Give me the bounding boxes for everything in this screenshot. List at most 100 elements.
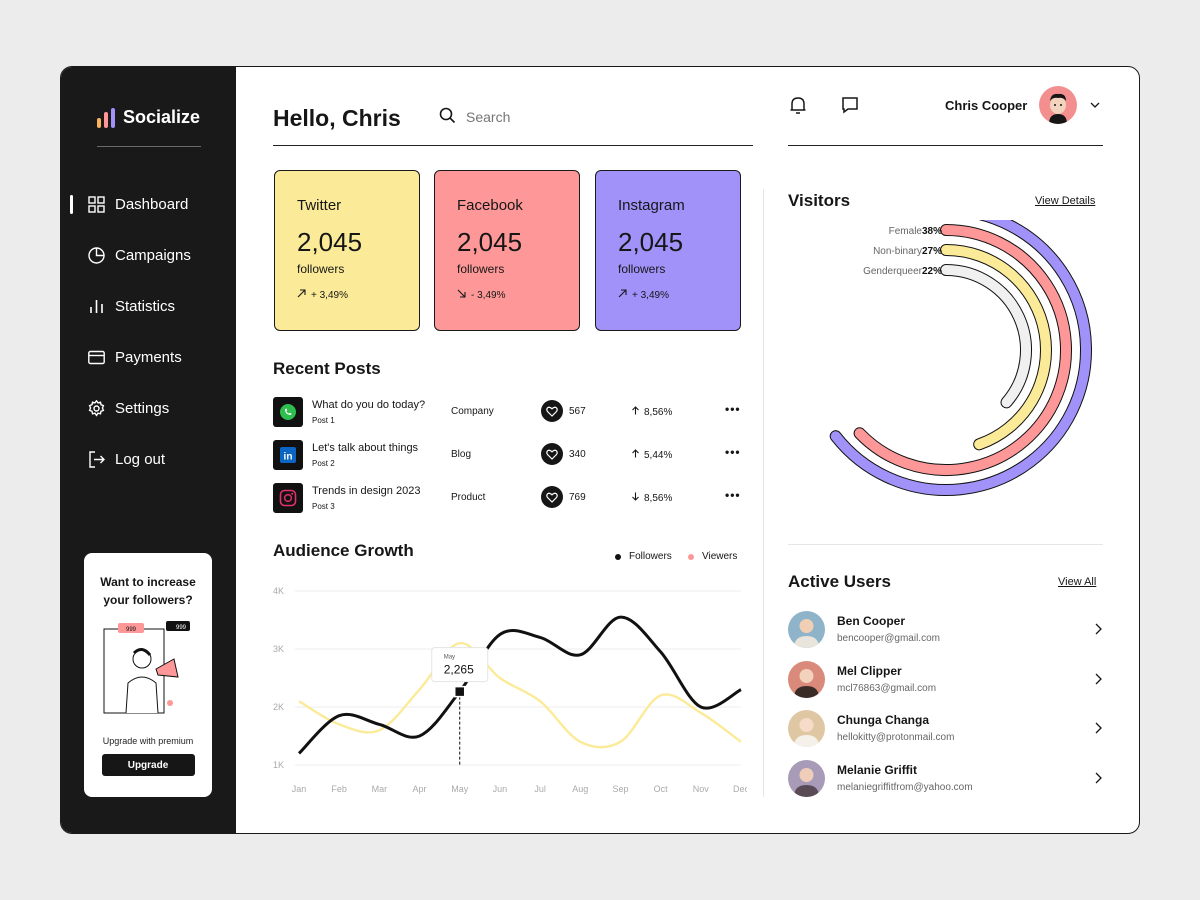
card-title: Twitter (297, 197, 342, 214)
upgrade-promo-card: Want to increase your followers? 999 999… (84, 553, 212, 797)
list-item[interactable]: in Let's talk about things Post 2 Blog 3… (273, 440, 741, 483)
bell-icon[interactable] (788, 95, 808, 115)
twitter-stat-card[interactable]: Twitter 2,045 followers + 3,49% (274, 170, 420, 331)
legend-viewers: Viewers (688, 551, 737, 562)
search-bar[interactable] (439, 107, 646, 127)
column-divider (763, 189, 764, 797)
visitor-percent: 27% (922, 246, 942, 257)
x-tick-label: Jun (493, 784, 508, 794)
chevron-down-icon[interactable] (1089, 98, 1101, 110)
list-item[interactable]: Trends in design 2023 Post 3 Product 769… (273, 483, 741, 526)
active-users-list: Ben Cooper bencooper@gmail.com Mel Clipp… (788, 605, 1103, 803)
user-name[interactable]: Chris Cooper (945, 98, 1028, 113)
more-icon[interactable]: ••• (725, 402, 741, 416)
x-tick-label: Oct (654, 784, 669, 794)
avatar (788, 710, 825, 747)
recent-posts-list: What do you do today? Post 1 Company 567… (273, 397, 741, 526)
facebook-stat-card[interactable]: Facebook 2,045 followers - 3,49% (434, 170, 580, 331)
y-tick-label: 4K (273, 586, 284, 596)
view-all-link[interactable]: View All (1058, 576, 1097, 588)
instagram-stat-card[interactable]: Instagram 2,045 followers + 3,49% (595, 170, 741, 331)
chevron-right-icon[interactable] (1093, 622, 1103, 636)
upgrade-button[interactable]: Upgrade (101, 754, 195, 776)
user-name: Chunga Changa (837, 713, 929, 727)
chevron-right-icon[interactable] (1093, 771, 1103, 785)
logout-icon (88, 451, 105, 468)
card-unit: followers (297, 262, 345, 276)
arrow-up-right-icon (618, 289, 627, 301)
tooltip-point-marker[interactable] (453, 685, 466, 698)
user-name: Melanie Griffit (837, 762, 918, 777)
visitor-percent: 38% (922, 226, 942, 237)
sidebar-item-payments[interactable]: Payments (61, 332, 236, 383)
sidebar-item-logout[interactable]: Log out (61, 434, 236, 485)
legend-dot (615, 553, 621, 560)
message-icon[interactable] (840, 95, 860, 115)
linkedin-icon: in (273, 440, 303, 470)
arrow-up-icon (631, 449, 640, 461)
audience-growth-title: Audience Growth (273, 541, 414, 560)
header-divider (273, 145, 753, 146)
x-tick-label: Feb (331, 784, 347, 794)
card-trend: + 3,49% (297, 289, 419, 301)
post-category: Company (451, 406, 494, 417)
post-trend: 5,44% (631, 449, 672, 461)
search-input[interactable] (466, 109, 646, 125)
legend-followers: Followers (615, 551, 672, 562)
heart-icon[interactable] (541, 443, 563, 465)
card-title: Instagram (618, 197, 685, 214)
audience-growth-chart[interactable]: 1K 2K 3K 4K Jan Feb Mar Apr May Jun Jul Aug Sep Oct No… (267, 577, 747, 805)
arrow-down-right-icon (457, 289, 466, 301)
list-item[interactable]: What do you do today? Post 1 Company 567… (273, 397, 741, 440)
view-details-link[interactable]: View Details (1035, 195, 1096, 207)
gear-icon (88, 400, 105, 417)
post-category: Product (451, 492, 486, 503)
chart-tooltip (431, 647, 489, 683)
list-item[interactable]: Melanie Griffit melaniegriffitfrom@yahoo… (788, 754, 1103, 804)
card-value: 2,045 (457, 227, 523, 257)
post-likes: 567 (569, 406, 586, 417)
avatar (788, 759, 825, 797)
list-item[interactable]: Chunga Changa hellokitty@protonmail.com (788, 704, 1103, 754)
avatar[interactable] (1039, 86, 1077, 124)
x-tick-label: Nov (693, 784, 710, 794)
post-likes: 769 (569, 492, 586, 503)
list-item[interactable]: Ben Cooper bencooper@gmail.com (788, 605, 1103, 655)
visitor-percent: 22% (922, 266, 942, 277)
promo-illustration: 999 999 (103, 621, 190, 714)
series-line-viewers (298, 642, 742, 749)
post-subtitle: Post 1 (312, 416, 335, 425)
arc-female[interactable] (854, 225, 1071, 475)
arc-genderqueer[interactable] (941, 265, 1031, 408)
bar-chart-icon (88, 298, 105, 315)
arrow-down-icon (631, 492, 640, 504)
arc-non-binary[interactable] (941, 245, 1051, 450)
heart-icon[interactable] (541, 486, 563, 508)
card-trend-value: + 3,49% (311, 289, 348, 301)
x-tick-label: Aug (572, 784, 588, 794)
more-icon[interactable]: ••• (725, 488, 741, 502)
credit-card-icon (88, 349, 105, 366)
card-unit: followers (457, 262, 505, 276)
heart-icon[interactable] (541, 400, 563, 422)
post-category: Blog (451, 449, 472, 460)
arc-male[interactable] (830, 220, 1091, 495)
sidebar-item-dashboard[interactable]: Dashboard (61, 179, 236, 230)
chevron-right-icon[interactable] (1093, 721, 1103, 735)
more-icon[interactable]: ••• (725, 445, 741, 459)
sidebar-item-statistics[interactable]: Statistics (61, 281, 236, 332)
post-title: Let's talk about things (312, 442, 419, 454)
post-trend-value: 8,56% (644, 492, 673, 504)
chevron-right-icon[interactable] (1093, 672, 1103, 686)
tooltip-value: 2,265 (444, 663, 474, 677)
app-logo[interactable]: Socialize (97, 107, 200, 128)
grid-icon (88, 196, 105, 213)
legend-label: Followers (629, 551, 672, 562)
list-item[interactable]: Mel Clipper mcl76863@gmail.com (788, 655, 1103, 705)
promo-follower-badge: 999 (176, 625, 187, 631)
dashboard-window: Socialize Dashboard Campaigns Statisti (60, 66, 1140, 834)
legend-label: Viewers (702, 551, 738, 562)
sidebar-item-settings[interactable]: Settings (61, 383, 236, 434)
sidebar-item-campaigns[interactable]: Campaigns (61, 230, 236, 281)
page-title: Hello, Chris (273, 105, 401, 131)
